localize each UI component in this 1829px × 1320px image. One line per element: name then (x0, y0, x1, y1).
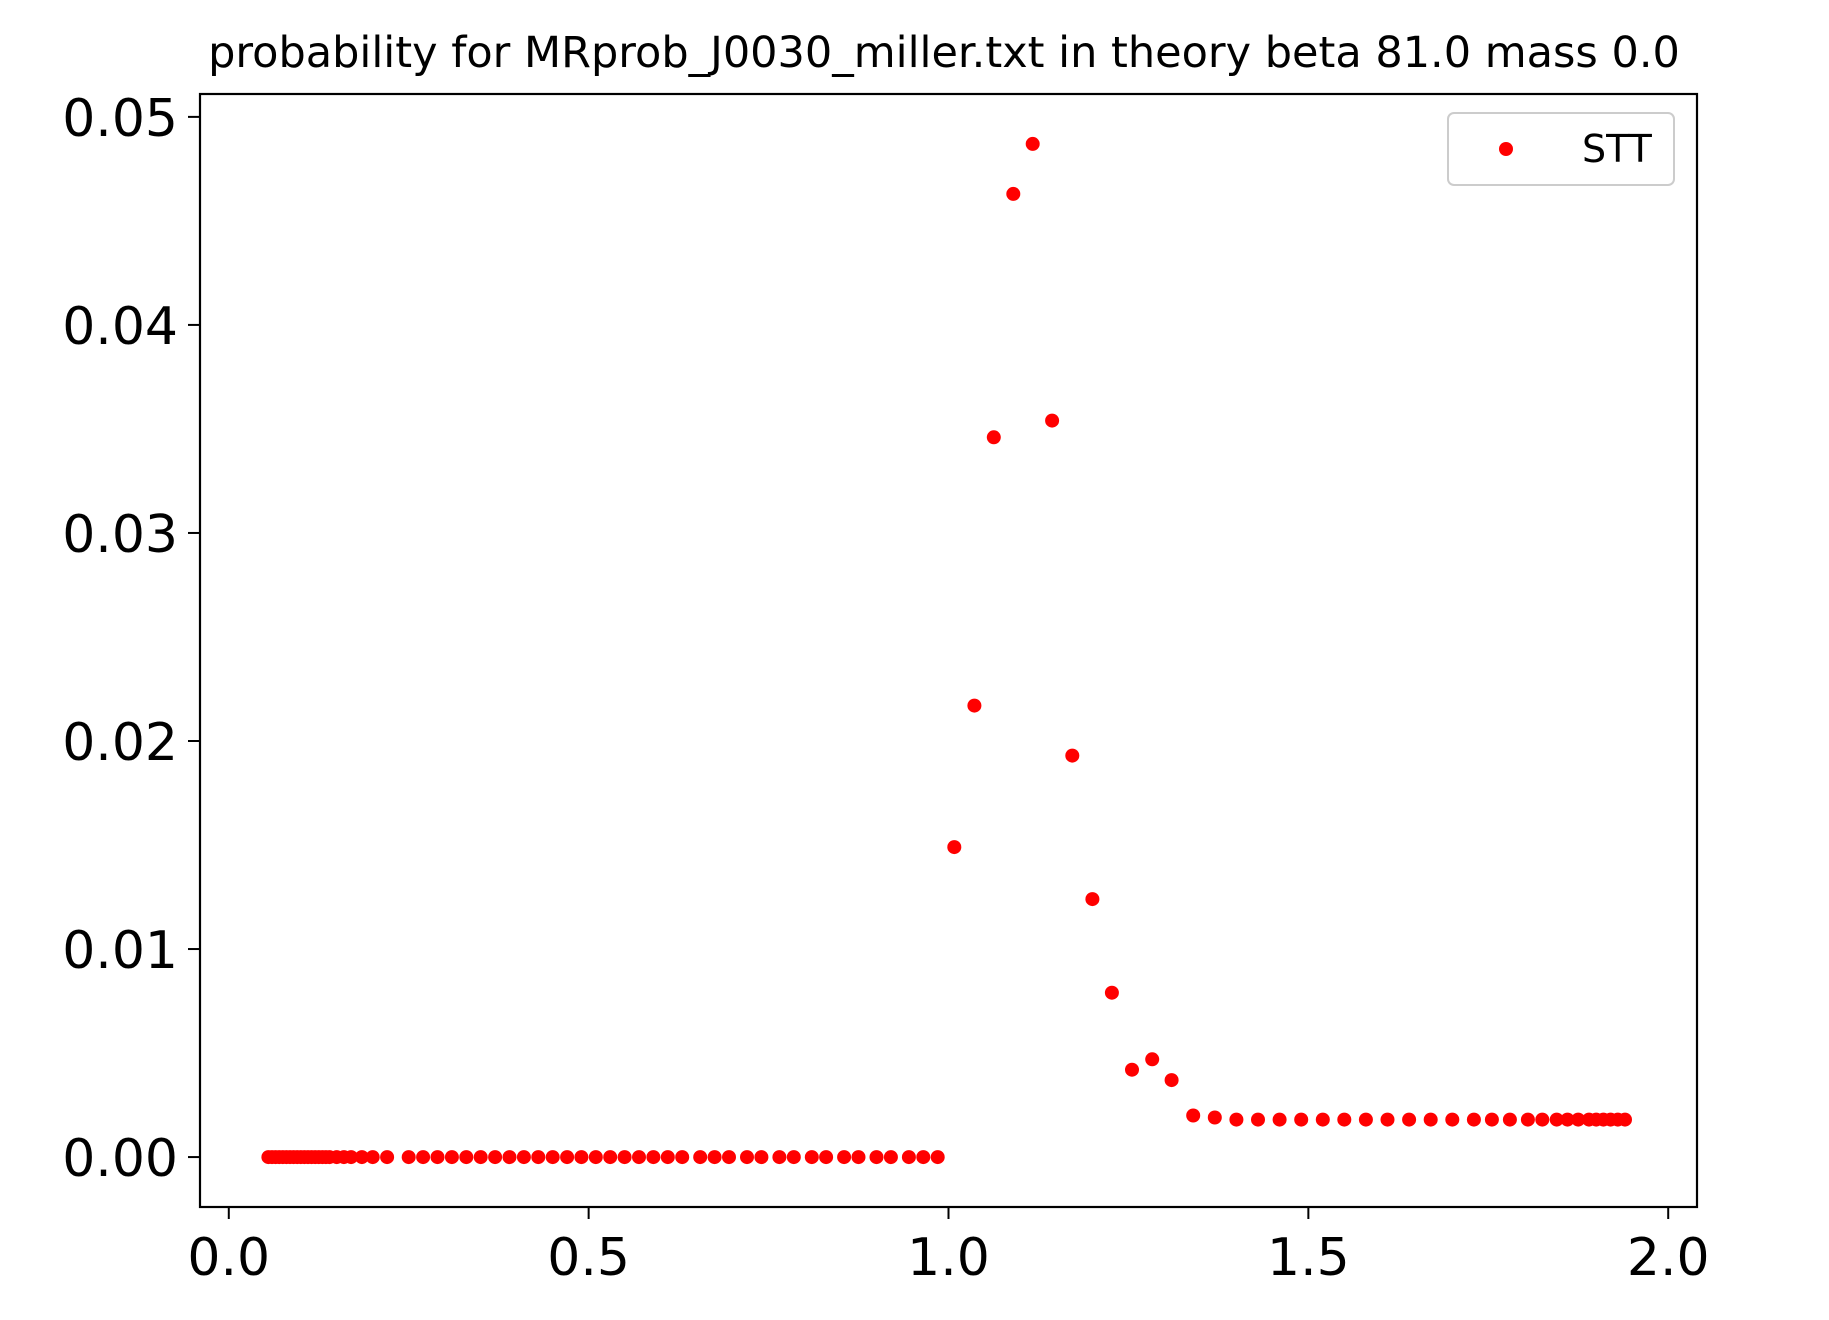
x-tick-label: 1.0 (907, 1228, 990, 1288)
data-point (1380, 1112, 1395, 1127)
data-point (1065, 748, 1080, 763)
x-tick-label: 1.5 (1267, 1228, 1350, 1288)
data-point (693, 1150, 708, 1165)
y-tick-label: 0.01 (62, 921, 178, 981)
plot-area (200, 94, 1697, 1207)
y-tick-label: 0.05 (62, 89, 178, 149)
data-point (488, 1150, 503, 1165)
data-point (1423, 1112, 1438, 1127)
y-tick-label: 0.02 (62, 713, 178, 773)
data-point (646, 1150, 661, 1165)
x-tick-label: 0.5 (547, 1228, 630, 1288)
legend-marker-stt (1499, 142, 1513, 156)
legend: STT (1447, 112, 1675, 186)
data-point (1358, 1112, 1373, 1127)
data-point (1294, 1112, 1309, 1127)
data-point (1186, 1108, 1201, 1123)
legend-label-stt: STT (1582, 127, 1653, 171)
data-point (883, 1150, 898, 1165)
data-point (574, 1150, 589, 1165)
data-point (772, 1150, 787, 1165)
data-point (502, 1150, 517, 1165)
data-point (354, 1150, 369, 1165)
data-point (1006, 186, 1021, 201)
y-tick-label: 0.03 (62, 505, 178, 565)
data-point (1025, 136, 1040, 151)
data-point (1484, 1112, 1499, 1127)
y-tick-label: 0.04 (62, 297, 178, 357)
data-point (786, 1150, 801, 1165)
data-point (560, 1150, 575, 1165)
data-point (1618, 1112, 1632, 1127)
data-point (1251, 1112, 1265, 1127)
data-point (947, 840, 962, 855)
data-point (707, 1150, 722, 1165)
x-axis: 0.0 0.5 1.0 1.5 2.0 (187, 1207, 1710, 1288)
data-point (722, 1150, 736, 1165)
data-point (1164, 1073, 1179, 1088)
data-point (851, 1150, 866, 1165)
data-point (1502, 1112, 1517, 1127)
data-point (819, 1150, 834, 1165)
data-point (588, 1150, 603, 1165)
data-point (804, 1150, 819, 1165)
data-point (1466, 1112, 1481, 1127)
data-point (986, 430, 1001, 445)
data-point (1315, 1112, 1330, 1127)
data-point (869, 1150, 884, 1165)
data-point (1145, 1052, 1160, 1067)
y-axis: 0.00 0.01 0.02 0.03 0.04 0.05 (62, 89, 200, 1189)
data-point (754, 1150, 769, 1165)
y-tick-label: 0.00 (62, 1129, 178, 1189)
data-point (1402, 1112, 1417, 1127)
data-point (930, 1150, 945, 1165)
data-point (1445, 1112, 1460, 1127)
data-point (380, 1150, 395, 1165)
data-point (1229, 1112, 1244, 1127)
data-point (740, 1150, 754, 1165)
data-point (1272, 1112, 1287, 1127)
data-point (617, 1150, 632, 1165)
data-point (1549, 1112, 1564, 1127)
data-point (632, 1150, 646, 1165)
data-point (916, 1150, 931, 1165)
legend-box (1447, 112, 1675, 186)
data-point (344, 1150, 359, 1165)
data-point (1560, 1112, 1575, 1127)
data-points (261, 136, 1632, 1165)
data-point (459, 1150, 474, 1165)
data-point (967, 698, 982, 713)
data-point (444, 1150, 459, 1165)
data-point (545, 1150, 560, 1165)
data-point (901, 1150, 916, 1165)
data-point (837, 1150, 852, 1165)
data-point (473, 1150, 488, 1165)
data-point (1571, 1112, 1586, 1127)
data-point (531, 1150, 546, 1165)
data-point (516, 1150, 531, 1165)
data-point (675, 1150, 690, 1165)
data-point (401, 1150, 416, 1165)
chart-title: probability for MRprob_J0030_miller.txt … (208, 28, 1680, 78)
data-point (1535, 1112, 1550, 1127)
data-point (1085, 892, 1100, 907)
data-point (603, 1150, 618, 1165)
data-point (365, 1150, 380, 1165)
data-point (1337, 1112, 1352, 1127)
data-point (660, 1150, 675, 1165)
data-point (1125, 1062, 1139, 1077)
data-point (1520, 1112, 1535, 1127)
data-point (416, 1150, 431, 1165)
data-point (1045, 413, 1060, 428)
data-point (430, 1150, 445, 1165)
data-point (1207, 1110, 1222, 1125)
x-tick-label: 2.0 (1627, 1228, 1710, 1288)
data-point (1104, 985, 1119, 1000)
x-tick-label: 0.0 (187, 1228, 270, 1288)
